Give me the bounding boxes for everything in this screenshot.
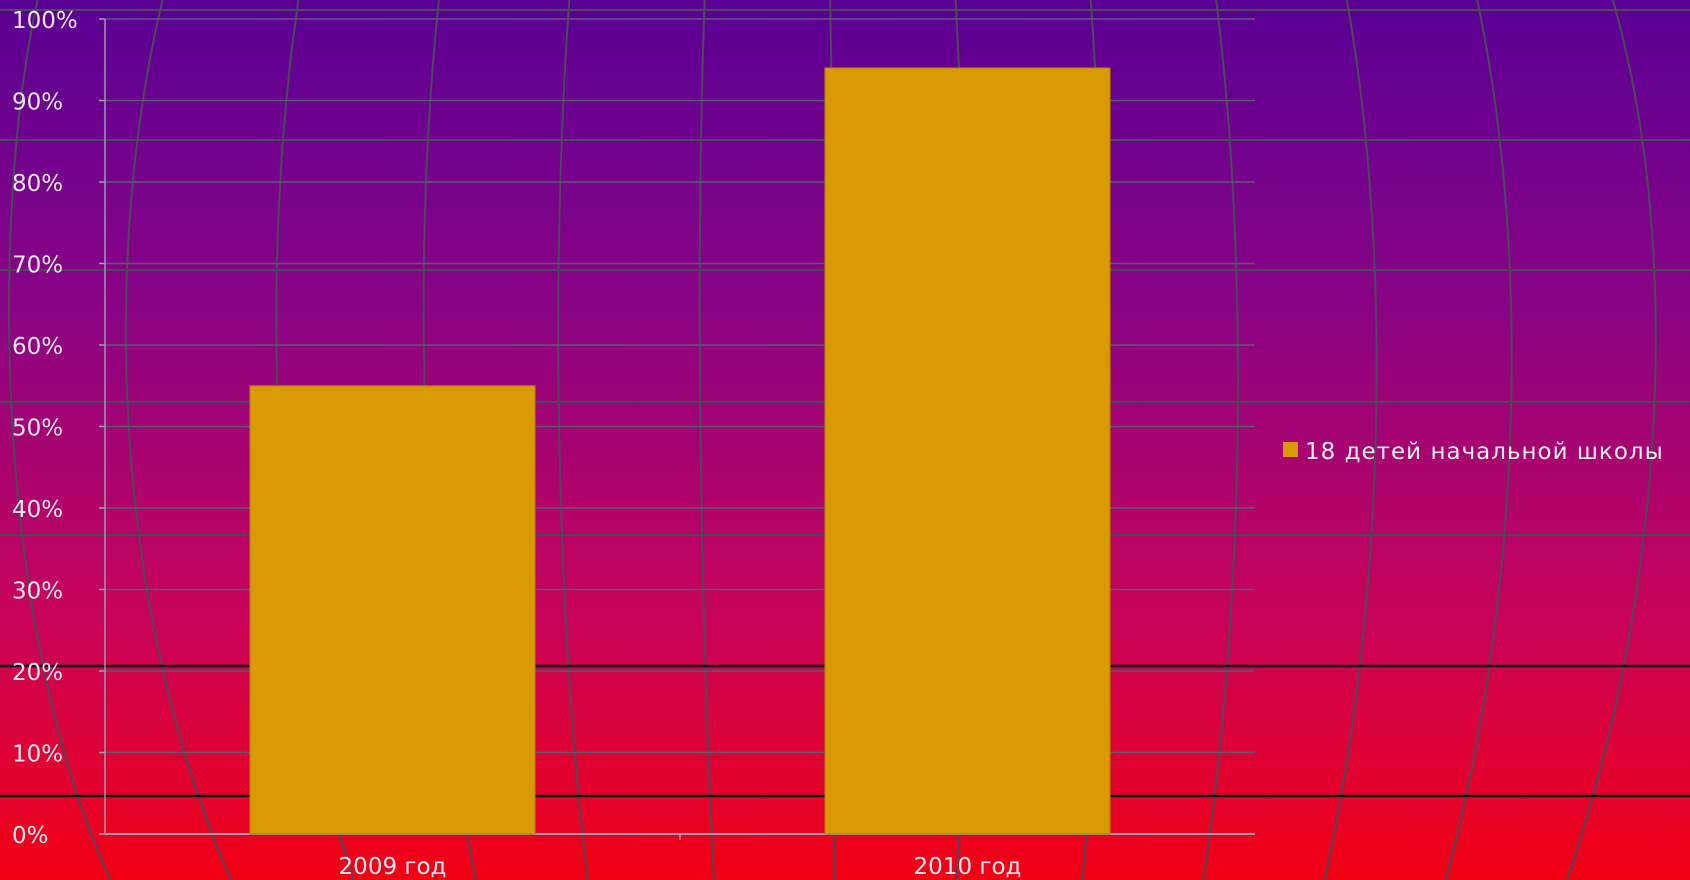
globe-meridian (8, 0, 112, 880)
globe-meridian (698, 0, 715, 880)
globe-meridian (1565, 0, 1657, 880)
bars (249, 67, 1111, 835)
legend-swatch (1283, 442, 1298, 457)
y-tick-label: 40% (12, 497, 63, 523)
bar-2 (824, 67, 1111, 835)
y-tick-label: 20% (12, 660, 63, 686)
legend: 18 детей начальной школы (1283, 439, 1664, 465)
x-tick-labels: 2009 год 2010 год (339, 854, 1022, 880)
y-tick-label: 60% (12, 334, 63, 360)
x-tick-label: 2010 год (914, 854, 1022, 880)
x-tick-label: 2009 год (339, 854, 447, 880)
globe-meridian (1444, 0, 1513, 880)
globe-meridian (1202, 0, 1239, 880)
y-tick-label: 30% (12, 579, 63, 605)
y-tick-label: 80% (12, 171, 63, 197)
globe-meridian (1323, 0, 1378, 880)
globe-meridian (557, 0, 589, 880)
y-tick-label: 100% (12, 8, 78, 34)
legend-label: 18 детей начальной школы (1305, 439, 1664, 465)
y-tick-label: 90% (12, 90, 63, 116)
y-tick-label: 10% (12, 742, 63, 768)
y-tick-label: 50% (12, 416, 63, 442)
bar-1 (249, 385, 536, 835)
y-tick-labels: 0% 10% 20% 30% 40% 50% 60% 70% 80% 90% 100% (12, 8, 78, 849)
y-tick-label: 70% (12, 253, 63, 279)
globe-meridian (124, 0, 233, 880)
y-tick-label: 0% (12, 823, 49, 849)
